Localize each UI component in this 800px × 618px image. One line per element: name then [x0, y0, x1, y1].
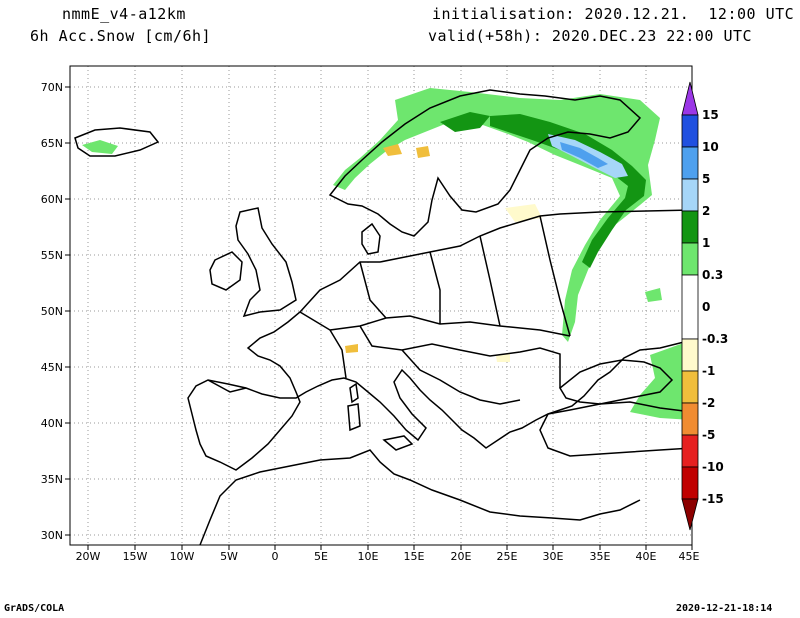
snow-orange-alps: [345, 344, 358, 353]
snow-orange-norway-2: [416, 146, 430, 158]
lat-label: 70N: [41, 81, 63, 94]
lon-label: 5E: [314, 550, 328, 563]
axis-ticks: [65, 86, 693, 550]
snow-light-green-caucasus: [630, 340, 692, 420]
colorbar-label: 10: [702, 140, 719, 154]
lon-label: 40E: [636, 550, 657, 563]
colorbar: [681, 81, 699, 531]
colorbar-swatch: [681, 178, 699, 212]
snow-blue-core: [560, 142, 608, 168]
colorbar-label: -10: [702, 460, 724, 474]
colorbar-label: 2: [702, 204, 710, 218]
lat-label: 65N: [41, 137, 63, 150]
colorbar-swatch: [681, 466, 699, 500]
init-time: initialisation: 2020.12.21. 12:00 UTC: [432, 5, 795, 23]
footer-timestamp: 2020-12-21-18:14: [676, 603, 773, 614]
colorbar-label: 15: [702, 108, 719, 122]
lon-label: 10E: [358, 550, 379, 563]
colorbar-swatch: [681, 370, 699, 404]
colorbar-swatch: [681, 274, 699, 340]
lat-label: 30N: [41, 529, 63, 542]
lon-labels: 20W 15W 10W 5W 0 5E 10E 15E 20E 25E 30E …: [76, 550, 700, 563]
colorbar-arrow-bottom: [681, 498, 699, 531]
colorbar-label: -2: [702, 396, 715, 410]
colorbar-labels: 15 10 5 2 1 0.3 0 -0.3 -1 -2 -5 -10 -15: [702, 108, 728, 506]
footer-credit: GrADS/COLA: [4, 603, 65, 614]
lat-label: 35N: [41, 473, 63, 486]
lat-label: 50N: [41, 305, 63, 318]
lat-label: 45N: [41, 361, 63, 374]
lon-label: 0: [272, 550, 279, 563]
lat-label: 55N: [41, 249, 63, 262]
snow-yellow-hungary: [496, 354, 510, 362]
lon-label: 10W: [170, 550, 195, 563]
snow-green-north-norway: [440, 112, 490, 132]
snowfall-shading: [82, 88, 692, 420]
lon-label: 25E: [497, 550, 518, 563]
lat-label: 60N: [41, 193, 63, 206]
colorbar-label: -1: [702, 364, 715, 378]
snow-orange-norway: [383, 144, 402, 156]
valid-time: valid(+58h): 2020.DEC.23 22:00 UTC: [428, 27, 753, 45]
colorbar-label: 0.3: [702, 268, 723, 282]
colorbar-label: -5: [702, 428, 715, 442]
lon-label: 45E: [679, 550, 700, 563]
colorbar-label: 1: [702, 236, 710, 250]
lon-label: 35E: [590, 550, 611, 563]
colorbar-swatch: [681, 338, 699, 372]
colorbar-swatch: [681, 210, 699, 244]
colorbar-swatch: [681, 434, 699, 468]
lon-label: 5W: [220, 550, 238, 563]
lon-label: 15W: [123, 550, 148, 563]
lon-label: 20E: [451, 550, 472, 563]
lon-label: 15E: [404, 550, 425, 563]
colorbar-label: -15: [702, 492, 724, 506]
lon-label: 20W: [76, 550, 101, 563]
colorbar-label: 0: [702, 300, 710, 314]
snow-light-green-iceland: [82, 140, 118, 154]
snow-light-green-east: [645, 288, 662, 302]
lon-label: 30E: [543, 550, 564, 563]
snow-dark-green-baltic: [490, 114, 646, 268]
colorbar-swatch: [681, 114, 699, 148]
model-name: nmmE_v4-a12km: [62, 5, 186, 23]
colorbar-label: 5: [702, 172, 710, 186]
colorbar-swatch: [681, 146, 699, 180]
coastlines-borders: [74, 89, 693, 546]
field-name: 6h Acc.Snow [cm/6h]: [30, 27, 212, 45]
colorbar-swatch: [681, 242, 699, 276]
colorbar-label: -0.3: [702, 332, 728, 346]
lat-label: 40N: [41, 417, 63, 430]
lat-labels: 30N 35N 40N 45N 50N 55N 60N 65N 70N: [41, 81, 63, 542]
colorbar-swatch: [681, 402, 699, 436]
